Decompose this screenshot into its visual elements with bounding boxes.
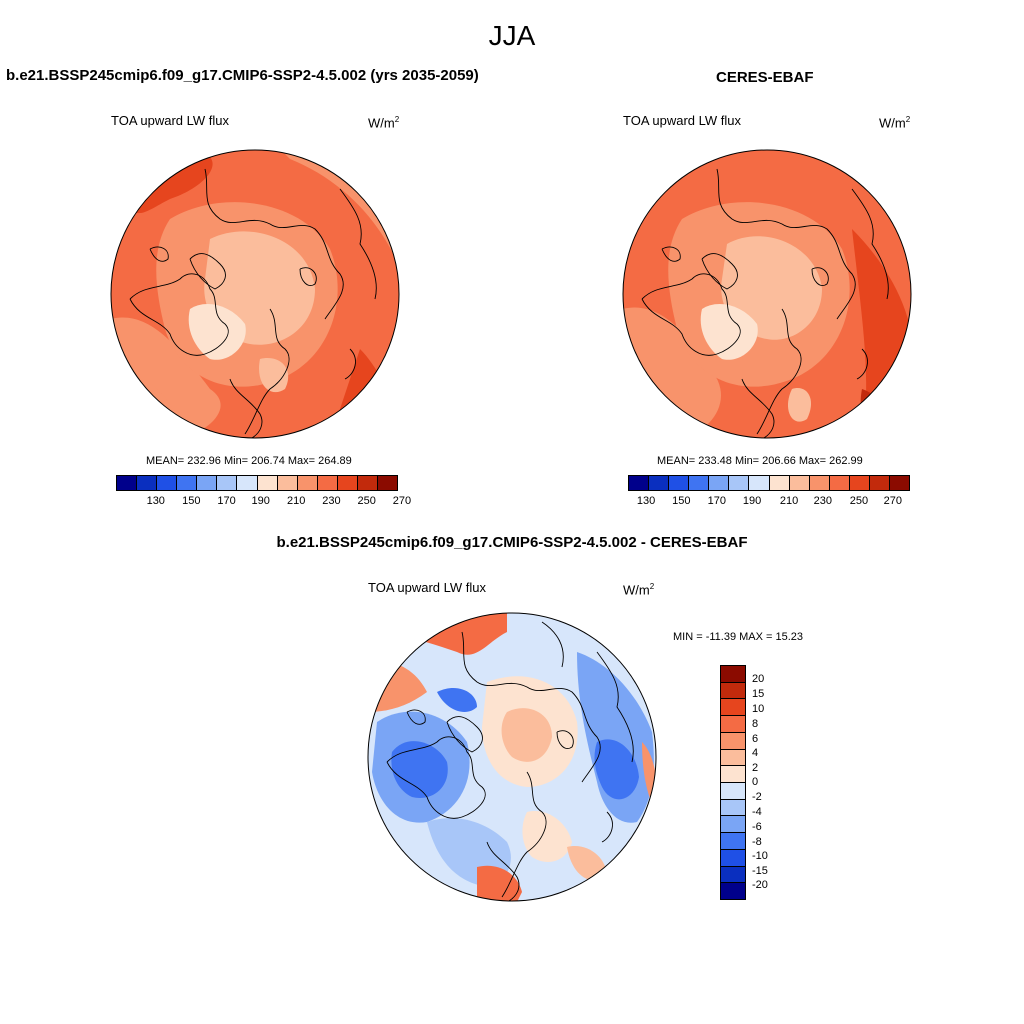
colorbar-cell <box>829 476 850 490</box>
colorbar-tick: 2 <box>752 762 759 774</box>
colorbar-cell <box>177 476 198 490</box>
colorbar-cell <box>709 476 730 490</box>
colorbar-tick: 4 <box>752 747 759 759</box>
colorbar-tick: 250 <box>849 495 869 507</box>
colorbar-tick: 130 <box>636 495 656 507</box>
colorbar-cell <box>721 716 745 733</box>
colorbar-tick: 170 <box>707 495 727 507</box>
colorbar-cell <box>721 833 745 850</box>
colorbar-cell <box>721 799 745 817</box>
colorbar-cell <box>789 476 810 490</box>
colorbar-cell <box>629 476 650 490</box>
colorbar-cell <box>197 476 218 490</box>
colorbar-tick: -8 <box>752 836 762 848</box>
colorbar-tick: 130 <box>146 495 165 507</box>
diff-colorbar <box>720 665 746 900</box>
colorbar-cell <box>117 476 138 490</box>
colorbar-cell <box>721 699 745 717</box>
diff-stats: MIN = -11.39 MAX = 15.23 <box>673 631 804 643</box>
colorbar-tick: 230 <box>322 495 341 507</box>
diff-units: W/m2 <box>623 582 655 598</box>
colorbar-cell <box>721 866 745 884</box>
colorbar-tick: 150 <box>672 495 691 507</box>
colorbar-cell <box>749 476 770 490</box>
colorbar-tick: 20 <box>752 673 765 685</box>
colorbar-cell <box>257 476 278 490</box>
colorbar-tick: -4 <box>752 806 762 818</box>
colorbar-tick: 210 <box>287 495 306 507</box>
model-polar-map <box>110 149 400 439</box>
colorbar-cell <box>721 732 745 750</box>
model-units: W/m2 <box>368 115 400 131</box>
obs-panel-title: CERES-EBAF <box>716 69 814 86</box>
diff-polar-map <box>367 612 657 902</box>
colorbar-cell <box>157 476 178 490</box>
colorbar-cell <box>721 666 745 683</box>
colorbar-cell <box>721 682 745 700</box>
colorbar-cell <box>721 766 745 784</box>
model-var-label: TOA upward LW flux <box>111 113 230 128</box>
colorbar-cell <box>689 476 710 490</box>
colorbar-cell <box>721 749 745 767</box>
obs-colorbar <box>628 475 910 491</box>
colorbar-cell <box>849 476 870 490</box>
colorbar-cell <box>649 476 670 490</box>
colorbar-tick: -2 <box>752 791 762 803</box>
colorbar-tick: 150 <box>182 495 201 507</box>
colorbar-cell <box>297 476 318 490</box>
colorbar-cell <box>237 476 258 490</box>
colorbar-cell <box>137 476 158 490</box>
colorbar-tick: 6 <box>752 733 759 745</box>
colorbar-tick: 270 <box>883 495 902 507</box>
colorbar-tick: 250 <box>357 495 376 507</box>
colorbar-cell <box>217 476 238 490</box>
colorbar-tick: 15 <box>752 688 765 700</box>
obs-stats: MEAN= 233.48 Min= 206.66 Max= 262.99 <box>657 455 863 467</box>
model-panel-title: b.e21.BSSP245cmip6.f09_g17.CMIP6-SSP2-4.… <box>6 67 479 84</box>
model-stats: MEAN= 232.96 Min= 206.74 Max= 264.89 <box>146 455 352 467</box>
colorbar-cell <box>277 476 298 490</box>
obs-units: W/m2 <box>879 115 911 131</box>
obs-polar-map <box>622 149 912 439</box>
colorbar-cell <box>721 816 745 834</box>
colorbar-tick: -6 <box>752 821 762 833</box>
colorbar-tick: 270 <box>392 495 412 507</box>
colorbar-tick: 210 <box>779 495 799 507</box>
colorbar-cell <box>721 883 745 900</box>
colorbar-cell <box>729 476 750 490</box>
model-colorbar <box>116 475 398 491</box>
colorbar-cell <box>721 849 745 867</box>
colorbar-tick: 10 <box>752 703 765 715</box>
diff-colorbar-ticks: 20 15 10 8 6 4 2 0 -2 -4 -6 -8 -10 -15 -… <box>752 673 792 893</box>
colorbar-cell <box>769 476 790 490</box>
model-colorbar-ticks: 130 150 170 190 210 230 250 270 <box>116 495 412 509</box>
colorbar-tick: 190 <box>742 495 762 507</box>
colorbar-tick: 0 <box>752 776 759 788</box>
colorbar-cell <box>809 476 830 490</box>
colorbar-tick: -20 <box>752 879 768 891</box>
colorbar-cell <box>317 476 338 490</box>
colorbar-tick: -15 <box>752 865 768 877</box>
colorbar-tick: 190 <box>251 495 270 507</box>
colorbar-tick: 170 <box>217 495 236 507</box>
obs-colorbar-ticks: 130 150 170 190 210 230 250 270 <box>628 495 910 509</box>
season-title: JJA <box>488 20 536 51</box>
colorbar-tick: 230 <box>813 495 833 507</box>
colorbar-cell <box>869 476 891 490</box>
colorbar-cell <box>378 476 398 490</box>
colorbar-tick: 8 <box>752 718 759 730</box>
colorbar-tick: -10 <box>752 850 768 862</box>
colorbar-cell <box>669 476 690 490</box>
diff-var-label: TOA upward LW flux <box>368 580 487 595</box>
diff-panel-title: b.e21.BSSP245cmip6.f09_g17.CMIP6-SSP2-4.… <box>276 534 748 551</box>
colorbar-cell <box>357 476 379 490</box>
obs-var-label: TOA upward LW flux <box>623 113 742 128</box>
colorbar-cell <box>721 783 745 800</box>
colorbar-cell <box>890 476 910 490</box>
colorbar-cell <box>337 476 358 490</box>
